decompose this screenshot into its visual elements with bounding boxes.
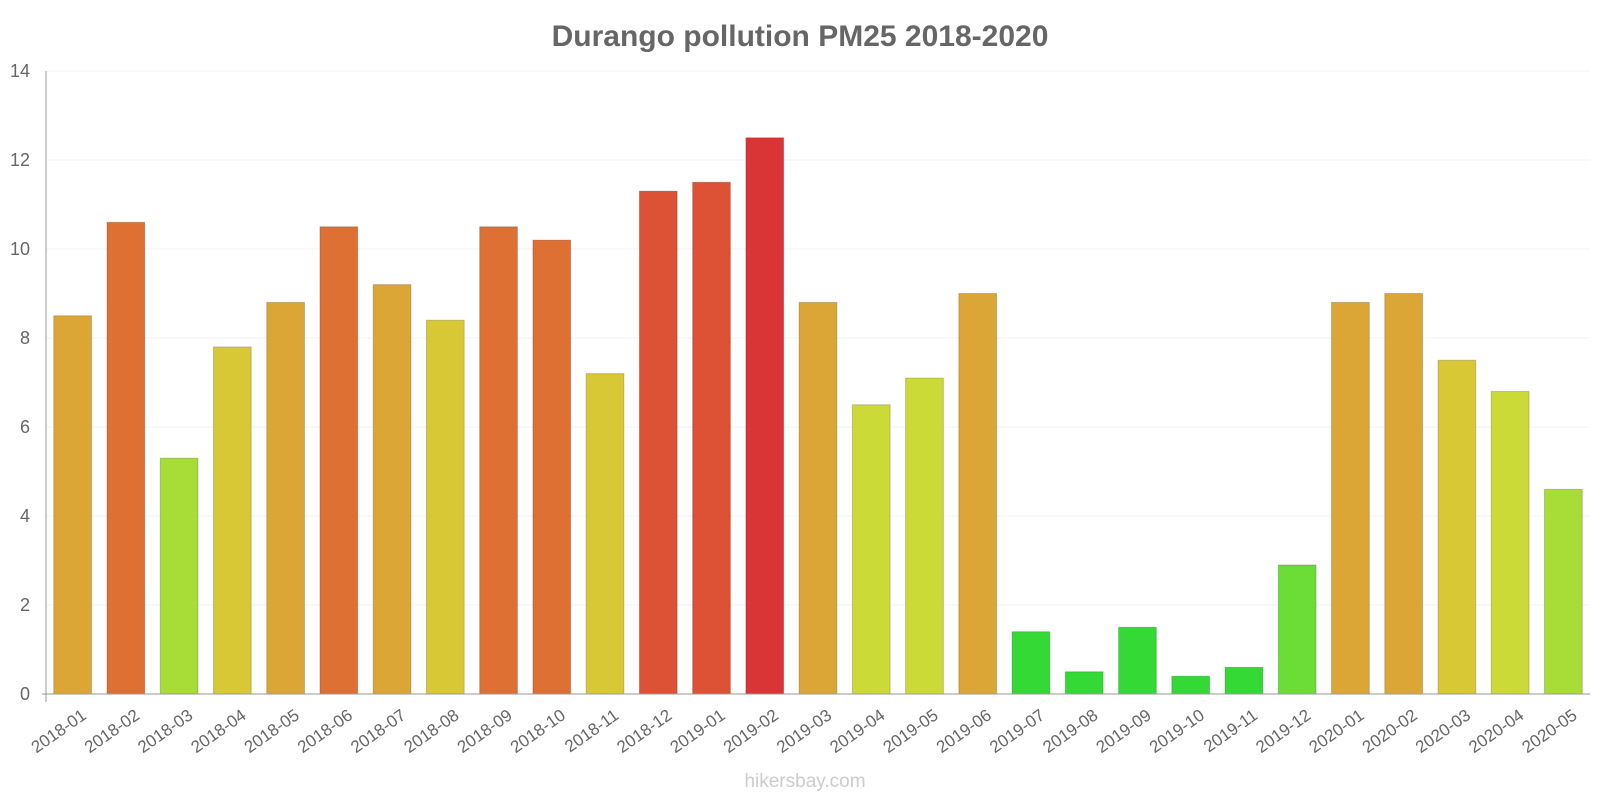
- bar-2019-03: [798, 301, 838, 695]
- y-tick-label: 4: [20, 506, 30, 526]
- x-tick-label: 2018-07: [347, 706, 409, 757]
- bar-2018-03: [159, 457, 199, 695]
- bar-2018-06: [319, 226, 359, 695]
- x-tick-label: 2019-10: [1146, 706, 1208, 757]
- bar-2019-09: [1118, 626, 1157, 695]
- x-tick-label: 2020-01: [1306, 706, 1368, 757]
- x-tick-label: 2019-12: [1252, 706, 1314, 757]
- bar-2019-05: [905, 377, 944, 695]
- x-tick-label: 2018-05: [241, 706, 303, 757]
- bar-2018-08: [425, 319, 465, 695]
- bar-2018-12: [638, 190, 678, 695]
- bar-2019-01: [692, 181, 731, 695]
- x-tick-label: 2018-02: [81, 706, 143, 757]
- bar-2018-05: [266, 301, 305, 695]
- x-tick-label: 2019-04: [826, 706, 888, 757]
- x-tick-label: 2020-02: [1359, 706, 1421, 757]
- y-axis-ticks: 0 2 4 6 8 10 12 14: [10, 61, 30, 704]
- x-tick-label: 2018-06: [294, 706, 356, 757]
- x-tick-label: 2019-06: [933, 706, 995, 757]
- y-tick-label: 14: [10, 61, 30, 81]
- x-tick-label: 2019-07: [986, 706, 1048, 757]
- x-tick-label: 2019-08: [1039, 706, 1101, 757]
- y-tick-label: 2: [20, 595, 30, 615]
- y-tick-label: 12: [10, 150, 30, 170]
- x-tick-label: 2019-01: [667, 706, 729, 757]
- bar-2018-09: [479, 226, 518, 695]
- bar-2020-01: [1331, 301, 1370, 695]
- bar-2020-04: [1490, 390, 1530, 695]
- x-tick-label: 2019-02: [720, 706, 782, 757]
- y-tick-label: 10: [10, 239, 30, 259]
- x-tick-label: 2018-04: [188, 706, 250, 757]
- x-tick-label: 2018-01: [28, 706, 90, 757]
- x-tick-label: 2020-03: [1412, 706, 1474, 757]
- chart-title: Durango pollution PM25 2018-2020: [552, 20, 1049, 53]
- bar-2018-01: [53, 315, 93, 695]
- x-tick-label: 2018-12: [613, 706, 675, 757]
- x-axis-ticks: 2018-012018-022018-032018-042018-052018-…: [28, 706, 1581, 757]
- x-tick-label: 2019-11: [1200, 706, 1261, 757]
- bar-2019-02: [745, 137, 785, 695]
- bar-2018-11: [585, 373, 625, 695]
- x-tick-label: 2020-04: [1465, 706, 1527, 757]
- bar-2020-03: [1437, 359, 1477, 695]
- bar-2019-07: [1011, 631, 1051, 695]
- bar-2019-12: [1277, 564, 1317, 695]
- bar-2019-04: [851, 404, 891, 695]
- bars: [53, 137, 1583, 695]
- bar-2018-07: [372, 284, 412, 695]
- bar-2019-08: [1064, 671, 1104, 695]
- y-tick-label: 8: [20, 328, 30, 348]
- bar-2020-02: [1384, 293, 1424, 695]
- x-tick-label: 2018-08: [400, 706, 462, 757]
- bar-2019-06: [958, 293, 998, 695]
- x-tick-label: 2018-03: [134, 706, 196, 757]
- x-tick-label: 2018-09: [454, 706, 516, 757]
- bar-2019-10: [1171, 675, 1211, 695]
- x-tick-label: 2018-11: [561, 706, 622, 757]
- bar-2020-05: [1543, 488, 1583, 695]
- bar-2019-11: [1224, 666, 1264, 695]
- x-tick-label: 2018-10: [507, 706, 569, 757]
- x-tick-label: 2019-03: [773, 706, 835, 757]
- y-tick-label: 6: [20, 417, 30, 437]
- x-tick-label: 2019-05: [880, 706, 942, 757]
- y-tick-label: 0: [20, 684, 30, 704]
- bar-2018-04: [212, 346, 252, 695]
- x-tick-label: 2020-05: [1519, 706, 1581, 757]
- bar-2018-02: [106, 221, 146, 695]
- x-tick-label: 2019-09: [1093, 706, 1155, 757]
- bar-2018-10: [532, 239, 572, 695]
- credit-text: hikersbay.com: [744, 771, 865, 792]
